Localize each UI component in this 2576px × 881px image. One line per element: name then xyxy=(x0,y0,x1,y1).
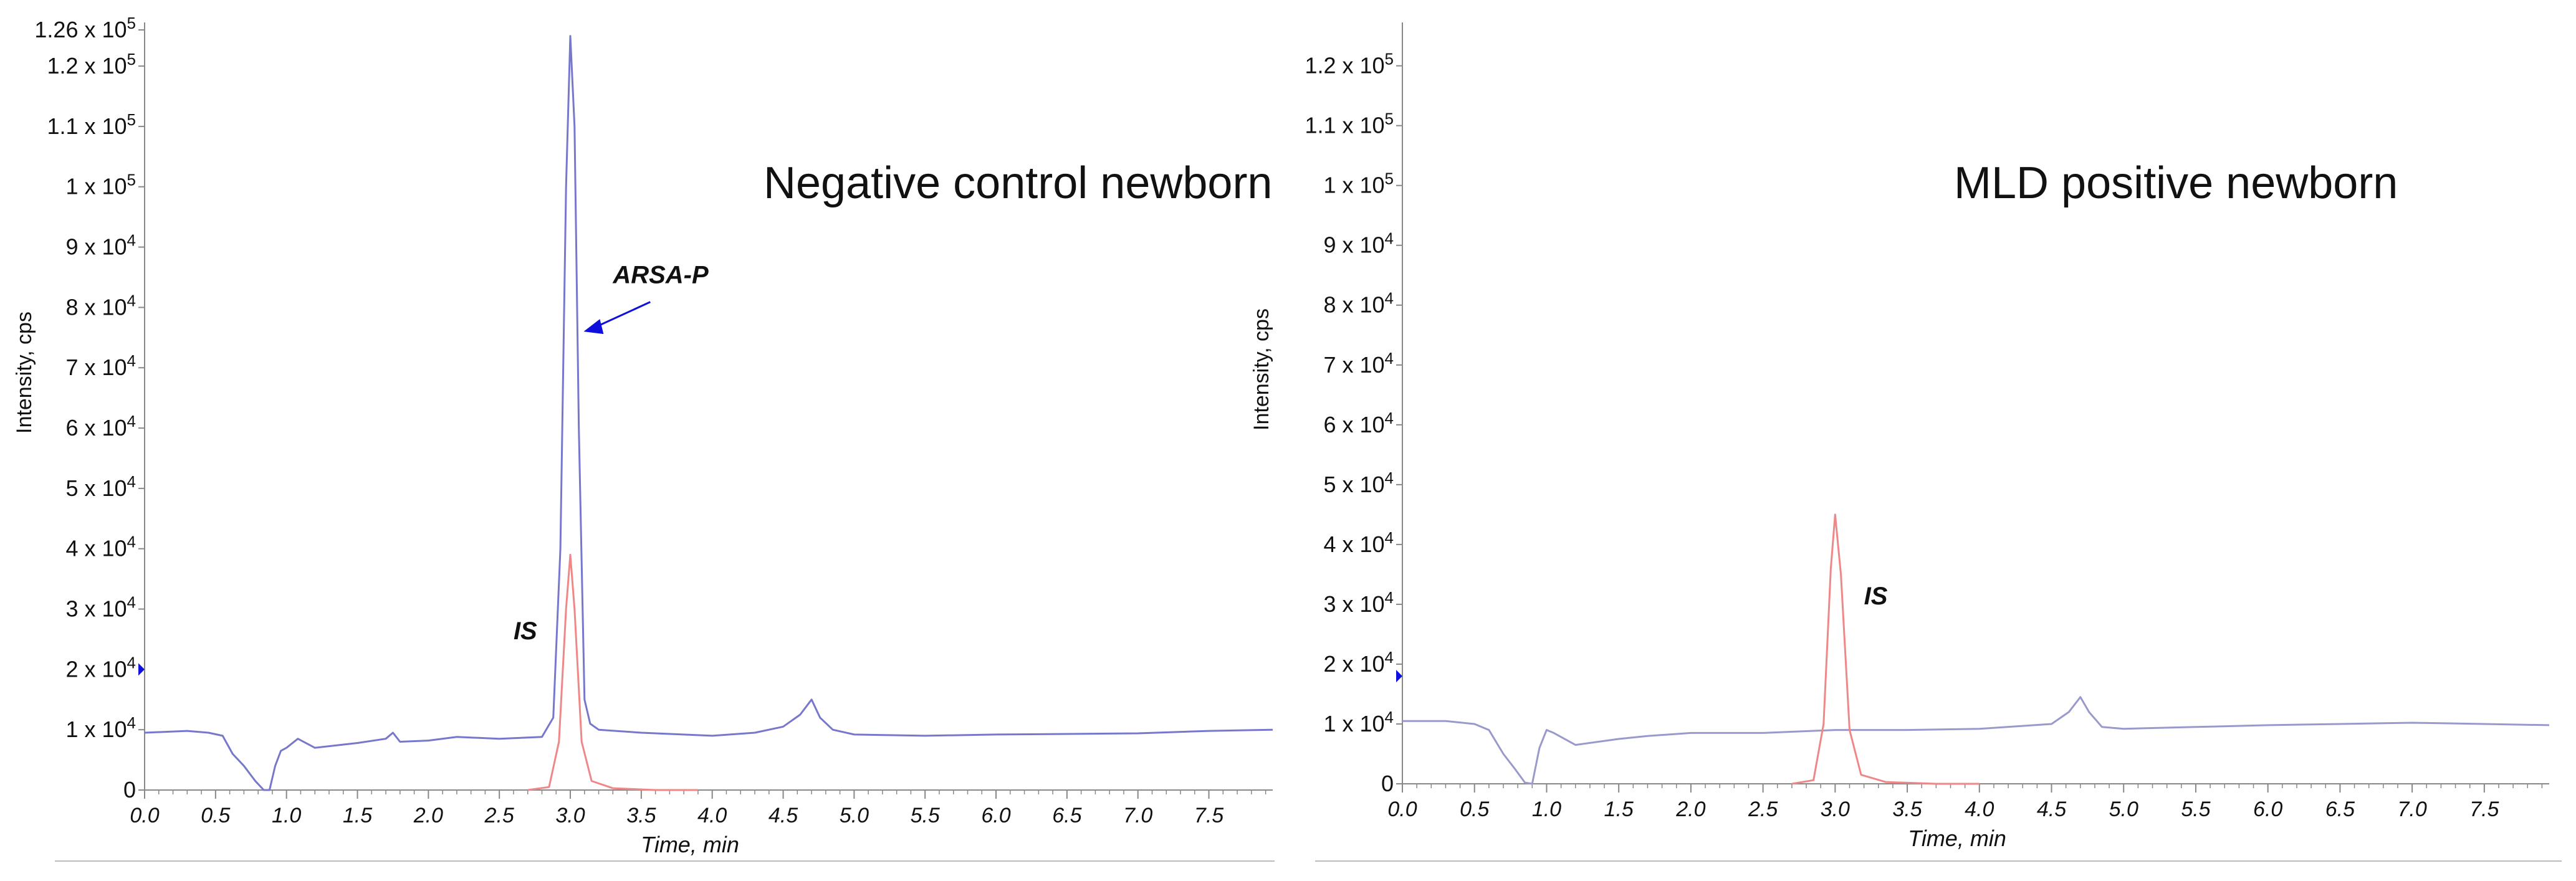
x-tick-label: 3.0 xyxy=(555,804,585,827)
x-axis-label: Time, min xyxy=(1908,826,2006,851)
x-tick-label: 1.5 xyxy=(343,804,372,827)
y-tick-label: 5 x 104 xyxy=(1323,469,1394,497)
x-tick-label: 6.5 xyxy=(1052,804,1081,827)
x-tick-label: 6.0 xyxy=(981,804,1010,827)
series-line-1 xyxy=(1402,696,2550,785)
y-tick-label: 1.2 x 105 xyxy=(47,50,136,79)
peak-annotation: IS xyxy=(514,617,537,645)
y-tick-label: 4 x 104 xyxy=(1323,528,1394,557)
chart-title: MLD positive newborn xyxy=(1954,158,2398,208)
x-tick-label: 5.5 xyxy=(911,804,940,827)
y-tick-label: 1.1 x 105 xyxy=(47,110,136,139)
x-tick-label: 0.0 xyxy=(130,804,159,827)
y-tick-label: 3 x 104 xyxy=(65,593,136,622)
y-tick-label: 2 x 104 xyxy=(1323,648,1394,677)
x-tick-label: 5.5 xyxy=(2181,798,2210,821)
y-tick-label: 1 x 105 xyxy=(65,171,136,199)
y-tick-label: 7 x 104 xyxy=(65,351,136,380)
y-tick-label: 5 x 104 xyxy=(65,472,136,501)
x-tick-label: 6.5 xyxy=(2325,798,2355,821)
x-tick-label: 5.0 xyxy=(2109,798,2138,821)
x-tick-label: 3.0 xyxy=(1821,798,1850,821)
x-axis-label: Time, min xyxy=(641,832,739,857)
annotation-arrow-head xyxy=(583,319,604,335)
x-tick-label: 7.5 xyxy=(2469,798,2499,821)
y-tick-label: 1 x 105 xyxy=(1323,169,1394,198)
y-axis-label: Intensity, cps xyxy=(12,312,36,434)
y-tick-label: 7 x 104 xyxy=(1323,349,1394,378)
x-tick-label: 6.0 xyxy=(2253,798,2282,821)
threshold-marker xyxy=(1396,670,1402,683)
series-line-2 xyxy=(1791,513,1980,785)
y-tick-label: 0 xyxy=(123,777,136,802)
x-tick-label: 0.0 xyxy=(1387,798,1417,821)
chart-title: Negative control newborn xyxy=(764,158,1272,208)
x-tick-label: 1.0 xyxy=(272,804,301,827)
y-axis-label: Intensity, cps xyxy=(1250,308,1273,431)
chart-panel-2: 1.2 x 105 1.1 x 105 1 x 105 9 x 104 8 x 104 7… xyxy=(1250,22,2562,862)
y-tick-label: 1 x 104 xyxy=(1323,708,1394,736)
y-tick-label: 6 x 104 xyxy=(1323,409,1394,437)
x-tick-label: 2.5 xyxy=(484,804,514,827)
y-tick-label: 1 x 104 xyxy=(65,713,136,742)
x-tick-label: 7.5 xyxy=(1194,804,1223,827)
x-tick-label: 1.0 xyxy=(1532,798,1561,821)
x-tick-label: 2.0 xyxy=(1675,798,1705,821)
y-tick-label: 9 x 104 xyxy=(65,231,136,260)
y-tick-label: 6 x 104 xyxy=(65,412,136,440)
y-tick-label: 3 x 104 xyxy=(1323,588,1394,617)
chart-panel-1: 1.26 x 105 1.2 x 105 1.1 x 105 1 x 105 9 x 1… xyxy=(12,14,1275,862)
x-tick-label: 2.0 xyxy=(413,804,443,827)
y-tick-label: 9 x 104 xyxy=(1323,229,1394,258)
y-tick-label: 2 x 104 xyxy=(65,653,136,682)
x-tick-label: 4.5 xyxy=(2037,798,2066,821)
x-tick-label: 7.0 xyxy=(1123,804,1152,827)
y-tick-label: 8 x 104 xyxy=(1323,289,1394,318)
x-tick-label: 4.5 xyxy=(768,804,798,827)
x-tick-label: 3.5 xyxy=(1892,798,1922,821)
x-tick-label: 1.5 xyxy=(1604,798,1634,821)
series-line-2 xyxy=(527,553,698,791)
x-tick-label: 0.5 xyxy=(1460,798,1489,821)
x-tick-label: 7.0 xyxy=(2397,798,2426,821)
peak-annotation: ARSA-P xyxy=(612,262,709,289)
peak-annotation: IS xyxy=(1864,583,1888,610)
y-tick-label: 1.26 x 105 xyxy=(34,14,136,42)
x-tick-label: 5.0 xyxy=(840,804,869,827)
y-tick-label: 0 xyxy=(1381,771,1394,796)
x-tick-label: 0.5 xyxy=(201,804,230,827)
x-tick-label: 3.5 xyxy=(626,804,656,827)
x-tick-label: 4.0 xyxy=(697,804,727,827)
x-tick-label: 2.5 xyxy=(1748,798,1778,821)
series-line-1 xyxy=(144,35,1273,791)
y-tick-label: 4 x 104 xyxy=(65,533,136,561)
y-tick-label: 1.2 x 105 xyxy=(1305,50,1394,79)
y-tick-label: 8 x 104 xyxy=(65,291,136,320)
x-tick-label: 4.0 xyxy=(1965,798,1994,821)
y-tick-label: 1.1 x 105 xyxy=(1305,110,1394,138)
threshold-marker xyxy=(138,663,145,676)
